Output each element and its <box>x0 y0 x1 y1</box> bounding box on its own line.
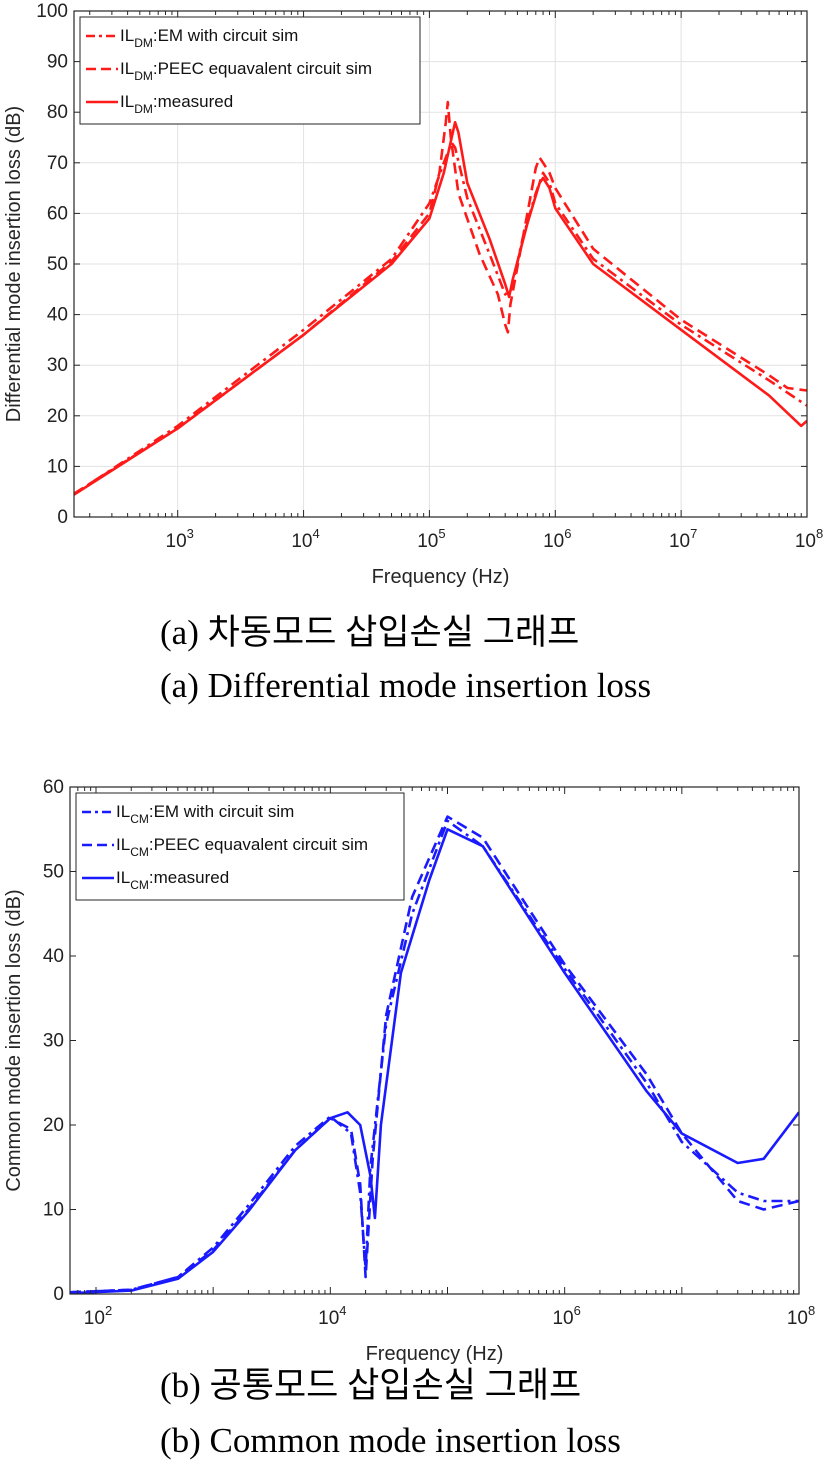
y-tick-label: 100 <box>36 1 68 22</box>
x-tick-label: 107 <box>669 526 697 552</box>
y-tick-label: 80 <box>47 102 68 123</box>
x-axis-label: Frequency (Hz) <box>372 566 510 588</box>
y-axis-label: Differential mode insertion loss (dB) <box>3 106 25 422</box>
y-tick-label: 30 <box>43 1031 64 1052</box>
y-tick-label: 40 <box>43 946 64 967</box>
chart-differential-mode: 0 10 20 30 40 50 60 70 80 90 100 103 104 105 106 107 108… <box>3 1 823 588</box>
x-tick-label: 106 <box>552 1303 580 1329</box>
series-line-solid <box>74 121 807 496</box>
x-tick-label: 105 <box>417 526 445 552</box>
x-tick-label: 104 <box>318 1303 346 1329</box>
x-tick-label: 103 <box>166 526 194 552</box>
legend-entry-label: ILCM:PEEC equavalent circuit sim <box>116 835 368 859</box>
legend-entry-label: ILCM:EM with circuit sim <box>116 802 294 826</box>
chart-common-mode: 0 10 20 30 40 50 60 102 104 106 108 Frequency (Hz) C… <box>3 777 815 1365</box>
series-group <box>70 815 799 1294</box>
y-tick-label: 0 <box>53 1284 64 1305</box>
x-tick-label: 106 <box>543 526 571 552</box>
caption-b-english: (b) Common mode insertion loss <box>160 1421 621 1460</box>
y-tick-label: 50 <box>43 862 64 883</box>
x-tick-label: 102 <box>84 1303 112 1329</box>
series-group <box>74 100 807 496</box>
caption-b-korean: (b) 공통모드 삽입손실 그래프 <box>160 1366 581 1405</box>
y-tick-label: 40 <box>47 305 68 326</box>
series-line-dashed <box>74 100 807 495</box>
y-tick-label: 10 <box>43 1200 64 1221</box>
legend-entry-label: ILDM:PEEC equavalent circuit sim <box>120 59 372 83</box>
x-tick-label: 104 <box>291 526 319 552</box>
y-tick-label: 60 <box>43 777 64 798</box>
y-tick-label: 0 <box>57 507 68 528</box>
x-tick-label: 108 <box>795 526 823 552</box>
y-tick-label: 70 <box>47 153 68 174</box>
y-tick-label: 20 <box>43 1115 64 1136</box>
caption-a-korean: (a) 차동모드 삽입손실 그래프 <box>160 613 579 652</box>
series-line-solid <box>70 828 799 1294</box>
y-tick-label: 60 <box>47 203 68 224</box>
y-tick-label: 10 <box>47 456 68 477</box>
legend-box <box>79 16 421 125</box>
y-tick-label: 30 <box>47 355 68 376</box>
x-axis-label: Frequency (Hz) <box>366 1343 504 1365</box>
legend-entry-label: ILDM:EM with circuit sim <box>120 26 298 50</box>
series-line-dashdot <box>70 819 799 1294</box>
series-line-dashdot <box>74 141 807 496</box>
y-tick-label: 20 <box>47 406 68 427</box>
y-tick-label: 90 <box>47 52 68 73</box>
x-tick-label: 108 <box>787 1303 815 1329</box>
y-tick-label: 50 <box>47 254 68 275</box>
caption-a-english: (a) Differential mode insertion loss <box>160 666 651 705</box>
y-axis-label: Common mode insertion loss (dB) <box>3 889 25 1191</box>
legend-entry-label: ILDM:measured <box>120 92 233 116</box>
legend-box <box>75 792 405 901</box>
legend-entry-label: ILCM:measured <box>116 868 229 892</box>
